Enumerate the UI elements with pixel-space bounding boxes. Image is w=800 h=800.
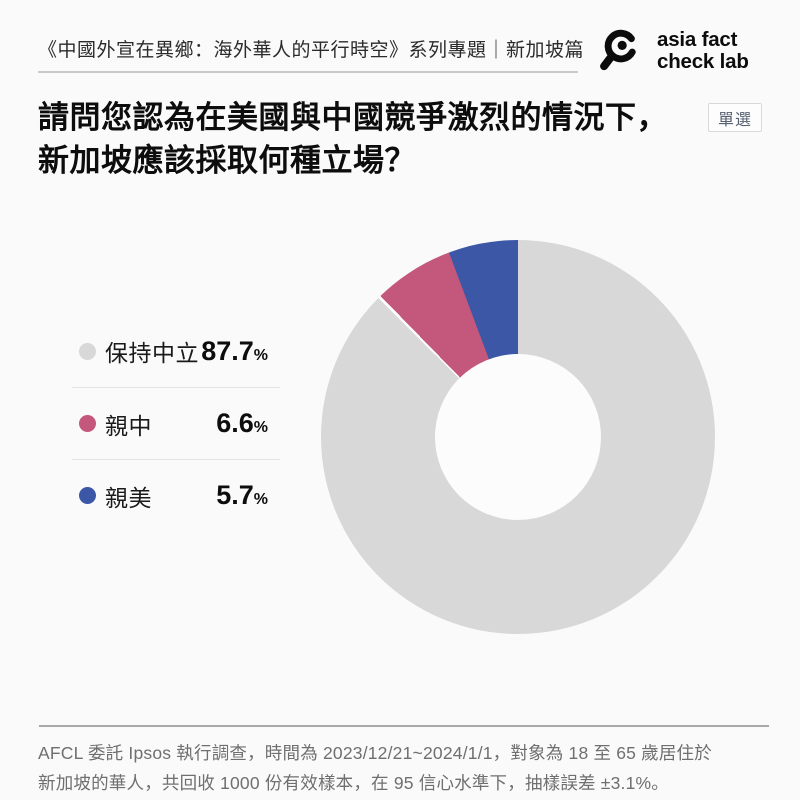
series-title: 《中國外宣在異鄉：海外華人的平行時空》系列專題｜新加坡篇: [38, 40, 585, 61]
question-line2: 新加坡應該採取何種立場？: [38, 143, 416, 178]
question-title: 請問您認為在美國與中國競爭激烈的情況下， 新加坡應該採取何種立場？: [38, 96, 668, 182]
legend-dot-neutral: [79, 342, 96, 360]
legend-value-number: 87.7: [201, 336, 254, 366]
survey-footnote: AFCL 委託 Ipsos 執行調查，時間為 2023/12/21~2024/1…: [38, 739, 778, 798]
footnote-line1: AFCL 委託 Ipsos 執行調查，時間為 2023/12/21~2024/1…: [38, 743, 712, 763]
legend-item-pro-us: 親美 5.7%: [72, 459, 280, 531]
legend-label: 親美: [105, 484, 152, 511]
logo-text: asia fact check lab: [657, 29, 749, 73]
legend-item-neutral: 保持中立 87.7%: [72, 315, 280, 387]
logo-text-line2: check lab: [657, 50, 749, 73]
question-line1: 請問您認為在美國與中國競爭激烈的情況下，: [38, 100, 668, 135]
legend-dot-pro-us: [79, 487, 96, 504]
magnifier-icon: [600, 29, 636, 71]
legend-label: 親中: [105, 412, 152, 439]
legend-value-number: 6.6: [216, 408, 254, 438]
footer-divider: [39, 725, 769, 727]
legend-label: 保持中立: [105, 340, 199, 366]
legend-item-pro-china: 親中 6.6%: [72, 387, 280, 459]
legend-value: 6.6%: [216, 408, 268, 439]
percent-sign: %: [253, 491, 268, 508]
legend-value-number: 5.7: [216, 480, 254, 510]
footnote-line2: 新加坡的華人，共回收 1000 份有效樣本，在 95 信心水準下，抽樣誤差 ±3…: [38, 772, 669, 793]
legend-dot-pro-china: [79, 415, 96, 432]
percent-sign: %: [253, 347, 268, 364]
legend-value: 5.7%: [216, 480, 268, 511]
donut-chart: [321, 240, 715, 634]
single-choice-badge: 單選: [708, 103, 762, 132]
afcl-logo: asia fact check lab: [598, 26, 749, 76]
header-divider: [38, 71, 578, 73]
donut-hole: [435, 354, 601, 520]
chart-legend: 保持中立 87.7% 親中 6.6% 親美 5.7%: [72, 315, 280, 531]
percent-sign: %: [253, 419, 268, 436]
legend-value: 87.7%: [201, 336, 268, 367]
logo-text-line1: asia fact: [657, 28, 738, 51]
